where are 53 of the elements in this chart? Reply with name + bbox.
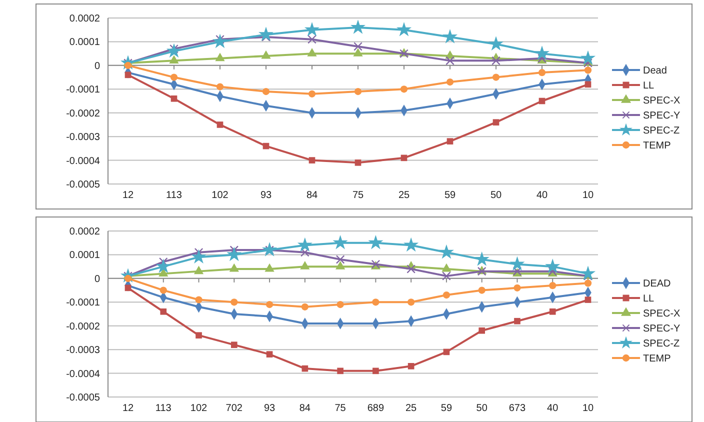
x-tick-label: 102 xyxy=(190,403,208,414)
legend-label: SPEC-Z xyxy=(643,338,680,350)
y-tick-label: 0 xyxy=(94,60,100,72)
x-tick-label: 50 xyxy=(476,403,488,414)
legend-label: SPEC-Y xyxy=(643,324,681,334)
x-tick-label: 702 xyxy=(226,403,243,414)
x-tick-label: 75 xyxy=(352,190,364,201)
y-tick-label: 0.0002 xyxy=(69,226,100,238)
y-tick-label: -0.0001 xyxy=(66,298,100,309)
legend-label: LL xyxy=(643,80,655,92)
x-tick-label: 25 xyxy=(406,403,418,414)
legend-label: Dead xyxy=(643,66,667,76)
legend-label: TEMP xyxy=(643,354,672,364)
x-tick-label: 113 xyxy=(155,403,172,414)
y-tick-label: 0.0001 xyxy=(69,37,100,48)
y-tick-label: -0.0005 xyxy=(66,392,100,404)
y-tick-label: -0.0002 xyxy=(66,321,100,332)
x-tick-label: 689 xyxy=(367,403,384,414)
y-tick-label: -0.0001 xyxy=(66,84,100,96)
y-tick-label: -0.0004 xyxy=(66,156,100,167)
x-tick-label: 12 xyxy=(122,403,134,414)
legend-label: LL xyxy=(643,294,655,304)
legend-label: SPEC-Z xyxy=(643,126,680,136)
x-tick-label: 12 xyxy=(122,190,134,201)
y-tick-label: 0 xyxy=(94,274,100,285)
legend-label: SPEC-Y xyxy=(643,110,681,122)
legend-label: SPEC-X xyxy=(643,308,681,320)
x-tick-label: 75 xyxy=(334,403,346,414)
x-tick-label: 673 xyxy=(508,403,526,414)
x-tick-label: 102 xyxy=(212,190,229,201)
x-tick-label: 40 xyxy=(536,190,548,201)
x-tick-label: 93 xyxy=(264,403,276,414)
legend-label: DEAD xyxy=(643,278,671,290)
x-tick-label: 40 xyxy=(547,403,559,414)
x-tick-label: 25 xyxy=(398,190,410,201)
x-tick-label: 50 xyxy=(490,190,502,201)
y-tick-label: 0.0002 xyxy=(69,14,100,24)
x-tick-label: 10 xyxy=(582,190,594,201)
y-tick-label: -0.0005 xyxy=(66,180,100,190)
y-tick-label: 0.0001 xyxy=(69,250,100,262)
x-tick-label: 59 xyxy=(440,403,452,414)
x-tick-label: 10 xyxy=(582,403,594,414)
legend-label: TEMP xyxy=(643,140,672,152)
y-tick-label: -0.0002 xyxy=(66,108,100,120)
y-tick-label: -0.0003 xyxy=(66,345,100,356)
y-tick-label: -0.0004 xyxy=(66,368,100,380)
x-tick-label: 93 xyxy=(260,190,272,201)
y-tick-label: -0.0003 xyxy=(66,132,100,144)
x-tick-label: 84 xyxy=(299,403,311,414)
x-tick-label: 59 xyxy=(444,190,456,201)
x-tick-label: 113 xyxy=(166,190,182,201)
x-tick-label: 84 xyxy=(306,190,318,201)
legend-label: SPEC-X xyxy=(643,96,681,106)
